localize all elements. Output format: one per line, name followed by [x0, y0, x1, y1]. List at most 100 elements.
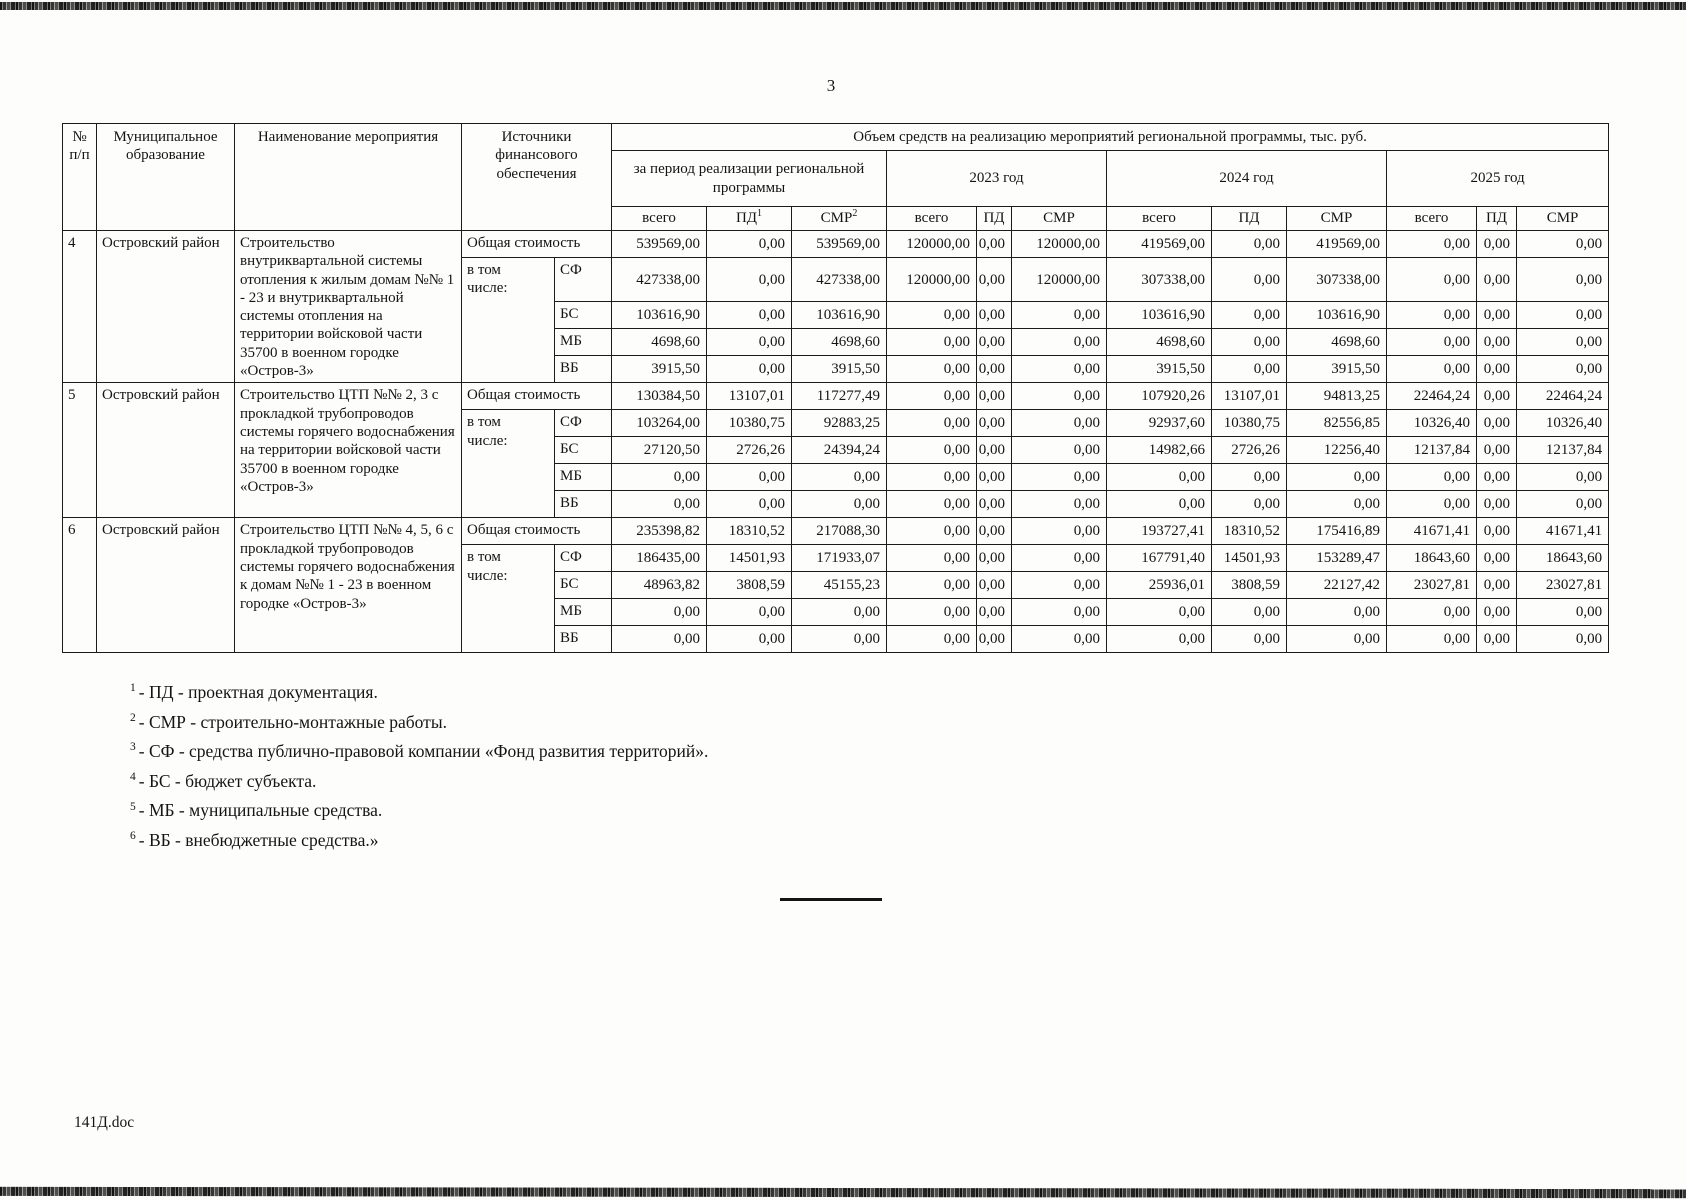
value-cell: 0,00 — [706, 625, 792, 654]
value-cell: 103264,00 — [611, 409, 707, 438]
footnote-marker: 2 — [130, 711, 136, 724]
value-cell: 45155,23 — [791, 571, 887, 600]
including-label: в том числе: — [461, 256, 555, 384]
value-cell: 0,00 — [611, 490, 707, 519]
value-cell: 103616,90 — [1106, 301, 1212, 330]
col-header-smr: СМР — [1515, 206, 1610, 231]
period-header-program: за период реализации региональной програ… — [611, 150, 887, 207]
value-cell: 0,00 — [886, 490, 977, 519]
value-cell: 0,00 — [706, 256, 792, 303]
value-cell: 13107,01 — [706, 382, 792, 411]
value-cell: 107920,26 — [1106, 382, 1212, 411]
value-cell: 18643,60 — [1515, 544, 1610, 573]
value-cell: 0,00 — [611, 463, 707, 492]
value-cell: 0,00 — [706, 355, 792, 384]
value-cell: 3915,50 — [611, 355, 707, 384]
value-cell: 0,00 — [1386, 598, 1477, 627]
value-cell: 0,00 — [886, 409, 977, 438]
col-header-volume: Объем средств на реализацию мероприятий … — [610, 123, 1610, 151]
funding-table: № п/п Муниципальное образование Наименов… — [62, 123, 1610, 654]
value-cell: 18643,60 — [1386, 544, 1477, 573]
col-header-pd: ПД — [1476, 206, 1517, 231]
value-cell: 0,00 — [1476, 301, 1517, 330]
footnote-marker: 3 — [130, 741, 136, 754]
col-header-pd: ПД — [1211, 206, 1287, 231]
value-cell: 0,00 — [1011, 409, 1107, 438]
value-cell: 0,00 — [1476, 517, 1517, 546]
value-cell: 0,00 — [1211, 256, 1287, 303]
value-cell: 175416,89 — [1286, 517, 1387, 546]
value-cell: 0,00 — [1011, 328, 1107, 357]
value-cell: 27120,50 — [611, 436, 707, 465]
value-cell: 120000,00 — [1011, 256, 1107, 303]
value-cell: 0,00 — [1286, 625, 1387, 654]
value-cell: 0,00 — [706, 598, 792, 627]
value-cell: 0,00 — [1106, 625, 1212, 654]
value-cell: 18310,52 — [1211, 517, 1287, 546]
source-code-cell: СФ — [554, 544, 612, 573]
value-cell: 307338,00 — [1106, 256, 1212, 303]
value-cell: 48963,82 — [611, 571, 707, 600]
source-row: в том числе: СФ 427338,00 0,00 427338,00 1200… — [63, 256, 1610, 384]
footnote-smr: 2- СМР - строительно-монтажные работы. — [130, 711, 708, 734]
value-cell: 4698,60 — [791, 328, 887, 357]
source-row: БС 48963,82 3808,59 45155,23 0,00 0,00 0,00 259… — [63, 571, 1610, 600]
value-cell: 307338,00 — [1286, 256, 1387, 303]
col-header-vsego: всего — [1386, 206, 1477, 231]
value-cell: 0,00 — [1515, 625, 1610, 654]
value-cell: 0,00 — [1286, 598, 1387, 627]
footnote-text: - МБ - муниципальные средства. — [138, 800, 383, 821]
value-cell: 0,00 — [1211, 463, 1287, 492]
footnote-marker: 6 — [130, 830, 136, 843]
period-header-2024: 2024 год — [1106, 150, 1387, 207]
value-cell: 12137,84 — [1515, 436, 1610, 465]
value-cell: 0,00 — [1515, 490, 1610, 519]
municipality-cell: Островский район — [96, 229, 235, 384]
source-code-cell: ВБ — [554, 355, 612, 384]
value-cell: 22127,42 — [1286, 571, 1387, 600]
source-row: МБ 4698,60 0,00 4698,60 0,00 0,00 0,00 4698,60 0… — [63, 328, 1610, 357]
value-cell: 0,00 — [886, 463, 977, 492]
row-number: 5 — [62, 382, 97, 519]
value-cell: 0,00 — [976, 544, 1012, 573]
value-cell: 0,00 — [1386, 301, 1477, 330]
footnote-vb: 6- ВБ - внебюджетные средства.» — [130, 829, 708, 852]
row-number: 6 — [62, 517, 97, 654]
value-cell: 0,00 — [1011, 436, 1107, 465]
value-cell: 0,00 — [1515, 301, 1610, 330]
source-code-cell: БС — [554, 571, 612, 600]
source-row: ВБ 0,00 0,00 0,00 0,00 0,00 0,00 0,00 0,00 0,00 0,… — [63, 625, 1610, 654]
value-cell: 0,00 — [886, 625, 977, 654]
col-header-pd: ПД1 — [706, 206, 792, 231]
value-cell: 0,00 — [1386, 463, 1477, 492]
activity-cell: Строительство ЦТП №№ 2, 3 с прокладкой т… — [234, 382, 462, 519]
total-cost-label: Общая стоимость — [461, 382, 612, 411]
source-code-cell: СФ — [554, 256, 612, 303]
value-cell: 171933,07 — [791, 544, 887, 573]
footnote-mb: 5- МБ - муниципальные средства. — [130, 799, 708, 822]
value-cell: 130384,50 — [611, 382, 707, 411]
col-header-pd: ПД — [976, 206, 1012, 231]
total-cost-label: Общая стоимость — [461, 517, 612, 546]
value-cell: 0,00 — [1211, 301, 1287, 330]
value-cell: 120000,00 — [1011, 230, 1107, 258]
value-cell: 0,00 — [886, 571, 977, 600]
value-cell: 4698,60 — [1286, 328, 1387, 357]
value-cell: 10380,75 — [1211, 409, 1287, 438]
value-cell: 12256,40 — [1286, 436, 1387, 465]
footnote-bs: 4- БС - бюджет субъекта. — [130, 770, 708, 793]
col-header-smr: СМР2 — [791, 206, 887, 231]
value-cell: 0,00 — [886, 436, 977, 465]
value-cell: 0,00 — [1386, 490, 1477, 519]
value-cell: 2726,26 — [706, 436, 792, 465]
source-row: БС 27120,50 2726,26 24394,24 0,00 0,00 0,00 149… — [63, 436, 1610, 465]
value-cell: 3915,50 — [1286, 355, 1387, 384]
value-cell: 120000,00 — [886, 230, 977, 258]
value-cell: 0,00 — [1211, 230, 1287, 258]
value-cell: 0,00 — [611, 625, 707, 654]
value-cell: 0,00 — [1386, 230, 1477, 258]
value-cell: 10326,40 — [1515, 409, 1610, 438]
total-cost-label: Общая стоимость — [461, 230, 612, 258]
value-cell: 25936,01 — [1106, 571, 1212, 600]
separator-line — [780, 898, 882, 901]
